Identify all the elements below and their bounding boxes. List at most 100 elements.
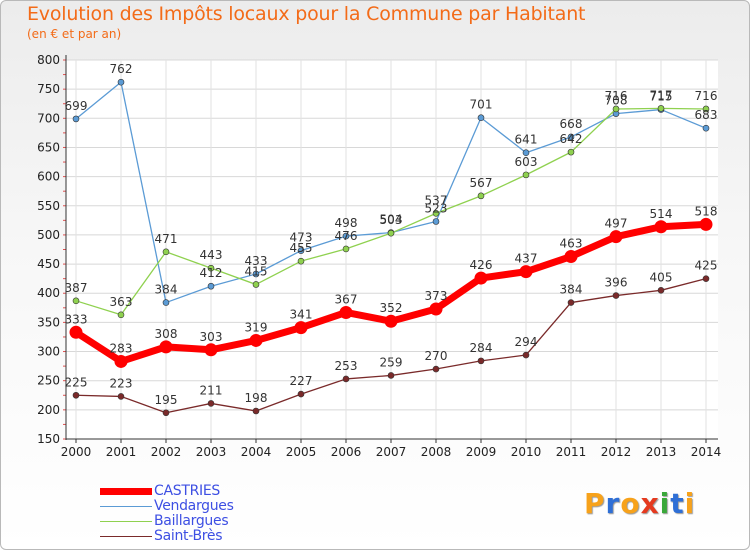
data-point-vendargues <box>117 78 125 86</box>
data-point-baillargues <box>207 264 215 272</box>
data-label: 476 <box>335 229 358 243</box>
data-label: 716 <box>605 89 628 103</box>
chart-subtitle: (en € et par an) <box>27 27 122 41</box>
data-point-vendargues <box>297 247 305 254</box>
data-point-castries <box>384 314 398 328</box>
data-label: 333 <box>65 312 88 326</box>
data-point-vendargues <box>162 299 170 306</box>
data-point-saint-brès <box>702 275 710 282</box>
data-label: 437 <box>515 252 538 266</box>
data-label: 668 <box>560 117 583 131</box>
y-tick-label: 450 <box>37 257 60 271</box>
data-label: 259 <box>380 355 403 369</box>
x-tick-label: 2008 <box>421 445 452 459</box>
data-label: 473 <box>290 231 313 245</box>
data-point-vendargues <box>72 115 80 123</box>
y-tick-label: 300 <box>37 345 60 359</box>
data-label: 426 <box>470 258 493 272</box>
data-label: 198 <box>245 391 268 405</box>
data-point-castries <box>294 321 308 335</box>
y-tick-label: 650 <box>37 140 60 154</box>
x-tick-label: 2005 <box>286 445 317 459</box>
data-point-saint-brès <box>117 393 125 400</box>
data-label: 195 <box>155 393 178 407</box>
y-tick-label: 750 <box>37 82 60 96</box>
logo-letter: o <box>620 487 641 520</box>
data-point-baillargues <box>522 171 530 179</box>
x-tick-label: 2003 <box>196 445 227 459</box>
data-label: 227 <box>290 374 313 388</box>
data-point-saint-brès <box>657 287 665 294</box>
data-label: 319 <box>245 320 268 334</box>
data-point-saint-brès <box>72 391 80 399</box>
data-label: 225 <box>65 375 88 389</box>
data-label: 341 <box>290 308 313 322</box>
data-point-castries <box>69 325 83 339</box>
data-label: 708 <box>605 94 628 108</box>
data-point-saint-brès <box>432 365 440 373</box>
data-point-castries <box>474 271 488 285</box>
legend-swatch-baillargues <box>100 521 152 522</box>
x-tick-label: 2010 <box>511 445 542 459</box>
x-tick-label: 2012 <box>601 445 632 459</box>
data-label: 701 <box>470 98 493 112</box>
y-tick-label: 550 <box>37 199 60 213</box>
data-label: 425 <box>695 259 718 273</box>
x-tick-label: 2014 <box>691 445 722 459</box>
data-label: 716 <box>695 89 718 103</box>
data-label: 384 <box>560 283 583 297</box>
data-label: 514 <box>650 207 673 221</box>
legend-swatch-saint-bres <box>100 536 152 537</box>
y-tick-label: 200 <box>37 403 60 417</box>
data-label: 463 <box>560 236 583 250</box>
data-point-baillargues <box>657 105 665 112</box>
x-tick-label: 2009 <box>466 445 497 459</box>
data-point-baillargues <box>342 245 350 253</box>
data-label: 717 <box>650 88 673 102</box>
legend-label-saint-bres: Saint-Brès <box>154 528 223 544</box>
data-label: 253 <box>335 359 358 373</box>
x-tick-label: 2006 <box>331 445 362 459</box>
data-label: 387 <box>65 281 88 295</box>
data-label: 363 <box>110 295 133 309</box>
data-point-baillargues <box>477 192 485 200</box>
data-label: 308 <box>155 327 178 341</box>
data-label: 537 <box>425 193 448 207</box>
x-tick-label: 2004 <box>241 445 272 459</box>
data-point-castries <box>339 305 353 319</box>
data-point-vendargues <box>252 270 260 278</box>
data-point-baillargues <box>72 297 80 305</box>
data-label: 352 <box>380 301 403 315</box>
proxiti-logo: Proxiti <box>584 487 695 520</box>
data-point-castries <box>249 333 263 347</box>
x-tick-label: 2002 <box>151 445 182 459</box>
data-label: 396 <box>605 276 628 290</box>
legend-swatch-castries <box>100 488 152 495</box>
x-tick-label: 2011 <box>556 445 587 459</box>
legend-label-castries: CASTRIES <box>154 483 220 499</box>
chart-title: Evolution des Impôts locaux pour la Comm… <box>27 3 586 25</box>
data-label: 503 <box>380 213 403 227</box>
y-tick-label: 400 <box>37 286 60 300</box>
data-point-castries <box>699 217 713 231</box>
y-tick-label: 800 <box>37 53 60 67</box>
data-point-vendargues <box>567 133 575 141</box>
data-point-vendargues <box>702 124 710 132</box>
data-label: 443 <box>200 248 223 262</box>
data-point-baillargues <box>387 229 395 237</box>
data-point-baillargues <box>612 105 620 113</box>
x-tick-label: 2013 <box>646 445 677 459</box>
data-point-baillargues <box>567 148 575 156</box>
data-label: 373 <box>425 289 448 303</box>
data-point-vendargues <box>432 218 440 225</box>
data-label: 412 <box>200 266 223 280</box>
data-label: 683 <box>695 108 718 122</box>
data-point-castries <box>159 340 173 354</box>
data-point-saint-brès <box>297 390 305 398</box>
x-tick-label: 2001 <box>106 445 137 459</box>
data-point-saint-brès <box>387 372 395 379</box>
y-tick-label: 350 <box>37 315 60 329</box>
data-point-baillargues <box>702 105 710 113</box>
data-point-castries <box>609 230 623 244</box>
